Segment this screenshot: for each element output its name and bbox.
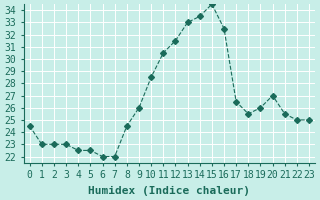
X-axis label: Humidex (Indice chaleur): Humidex (Indice chaleur)	[88, 186, 250, 196]
